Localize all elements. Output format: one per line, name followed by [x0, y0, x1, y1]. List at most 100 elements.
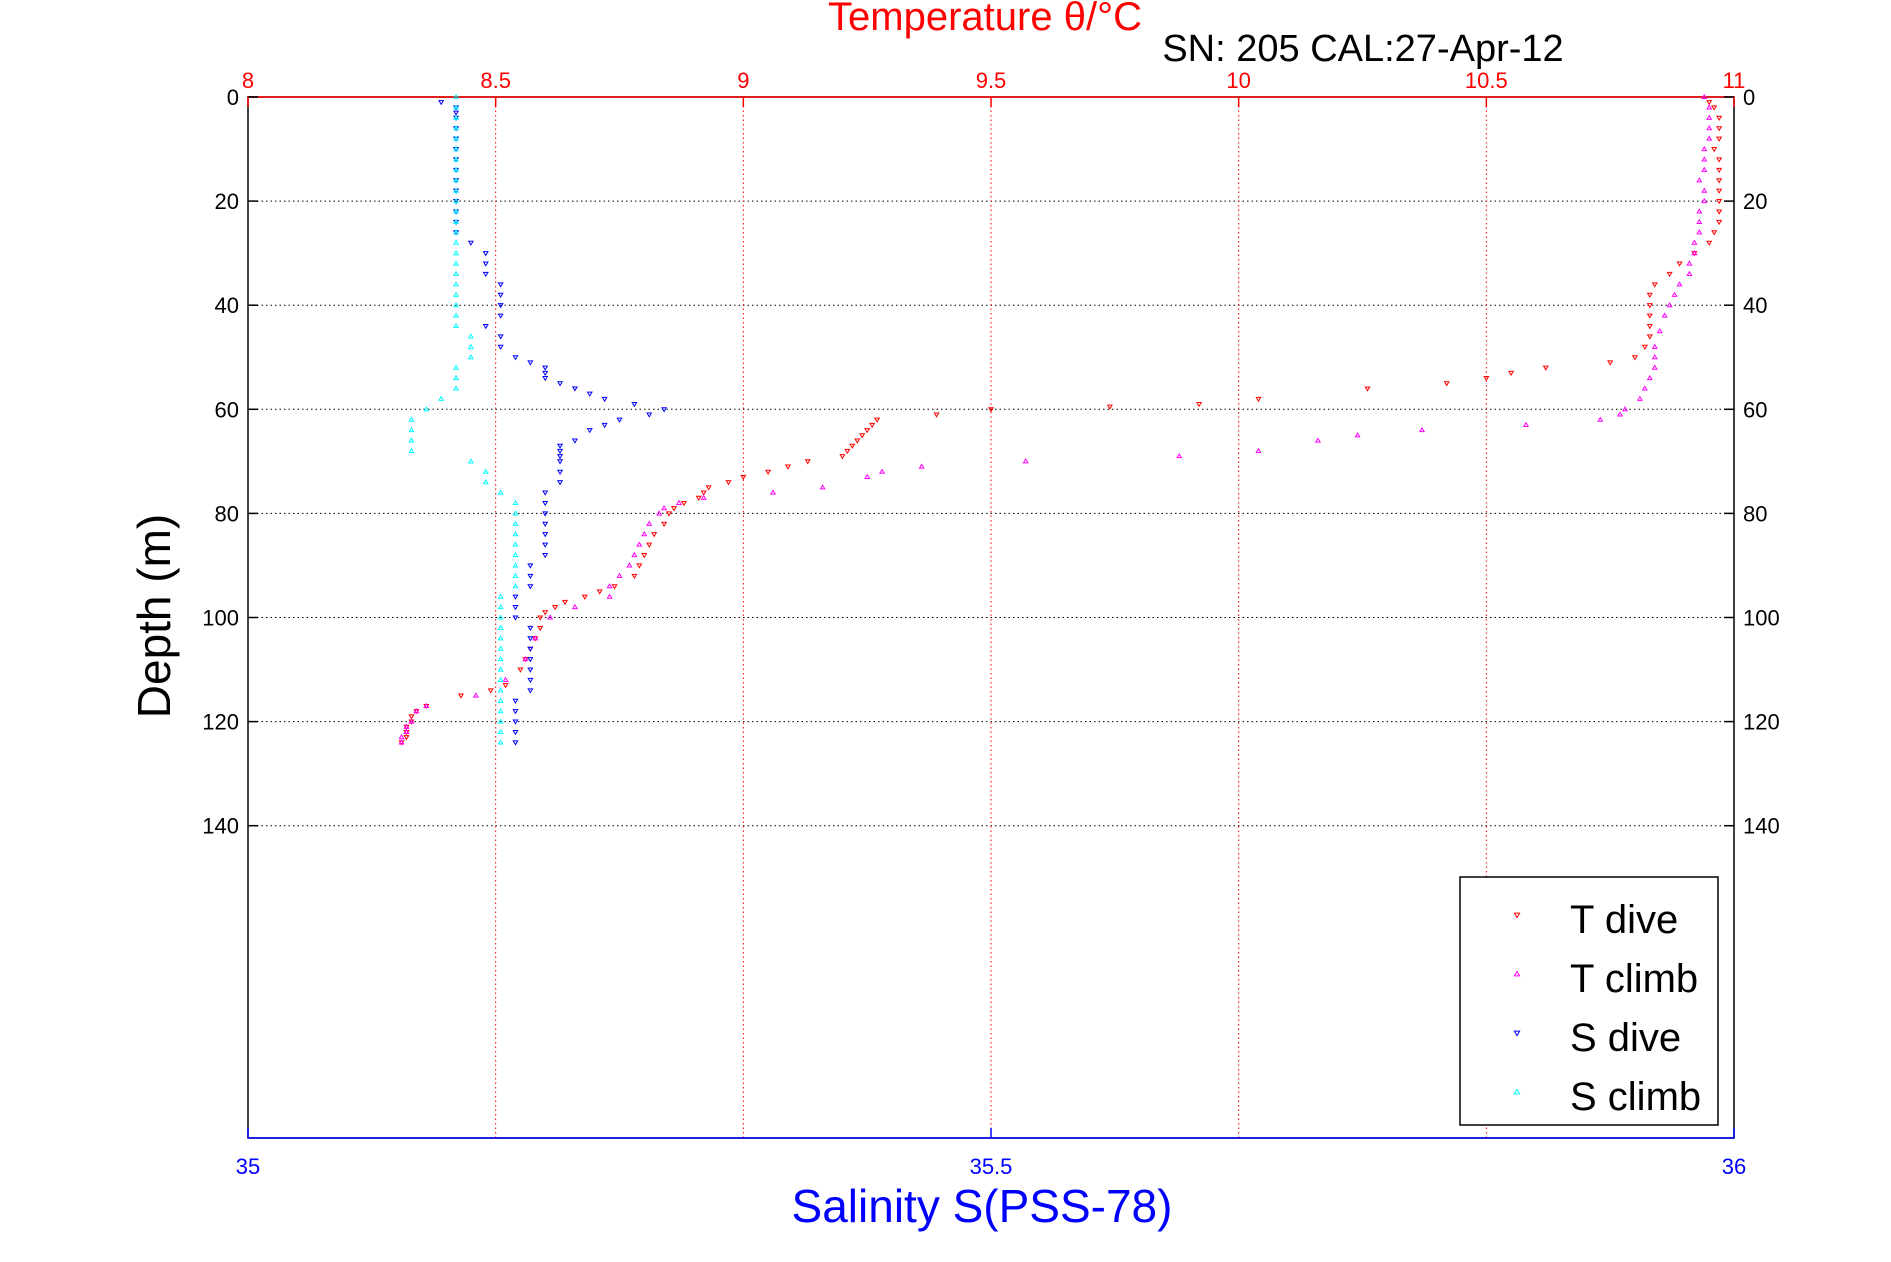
- data-point: [804, 459, 811, 465]
- data-point: [596, 589, 603, 595]
- chart-subtitle: SN: 205 CAL:27-Apr-12: [1162, 28, 1563, 70]
- data-point: [1711, 105, 1718, 111]
- data-point: [626, 562, 633, 568]
- data-point: [636, 563, 643, 569]
- data-point: [680, 500, 687, 507]
- data-point: [452, 385, 460, 391]
- data-point: [646, 412, 653, 418]
- data-point: [512, 541, 519, 547]
- data-point: [512, 709, 519, 715]
- data-point: [1621, 406, 1629, 412]
- data-point: [556, 448, 564, 455]
- data-point: [542, 490, 549, 496]
- data-point: [1716, 136, 1723, 142]
- data-point: [1696, 229, 1703, 235]
- data-point: [646, 520, 653, 526]
- data-point: [502, 676, 509, 682]
- y-tick-label-right: 40: [1743, 293, 1767, 318]
- data-point: [1701, 145, 1708, 152]
- y-tick-label-left: 40: [215, 293, 239, 318]
- legend-label: S dive: [1570, 1016, 1681, 1060]
- data-point: [556, 443, 564, 449]
- x-bottom-tick-label: 36: [1722, 1154, 1746, 1179]
- data-point: [482, 261, 489, 267]
- data-point: [457, 693, 465, 699]
- x-top-tick-label: 10.5: [1465, 68, 1508, 93]
- data-point: [527, 677, 534, 684]
- series-s-climb: [408, 93, 519, 745]
- data-point: [571, 438, 578, 444]
- y-tick-label-right: 20: [1743, 189, 1767, 214]
- data-point: [1696, 177, 1703, 183]
- data-point: [537, 615, 544, 621]
- data-point: [532, 635, 539, 641]
- legend: T dive T climb S dive S climb: [1459, 876, 1719, 1126]
- data-point: [403, 728, 410, 735]
- data-point: [844, 448, 851, 455]
- data-point: [651, 532, 658, 538]
- data-point: [1676, 281, 1683, 287]
- data-point: [987, 407, 995, 413]
- data-point: [542, 553, 549, 559]
- data-point: [661, 505, 668, 511]
- data-point: [611, 584, 618, 590]
- data-point: [452, 270, 460, 277]
- data-point: [542, 376, 549, 382]
- x-bottom-tick-label: 35: [236, 1154, 260, 1179]
- y-tick-label-left: 0: [227, 85, 239, 110]
- data-point: [631, 551, 638, 558]
- data-point: [556, 480, 564, 486]
- data-point: [497, 676, 504, 682]
- data-point: [497, 645, 504, 651]
- data-point: [631, 402, 638, 408]
- data-point: [561, 599, 569, 606]
- data-point: [1636, 395, 1643, 401]
- data-point: [482, 251, 489, 257]
- data-point: [556, 459, 564, 465]
- data-point: [512, 729, 519, 736]
- data-point: [1716, 188, 1723, 194]
- data-point: [1716, 157, 1723, 163]
- data-point: [527, 667, 534, 673]
- data-point: [1656, 328, 1663, 334]
- data-point: [497, 489, 504, 495]
- data-point: [1195, 402, 1203, 408]
- data-point: [631, 573, 638, 580]
- data-point: [497, 697, 504, 703]
- y-tick-label-left: 60: [215, 397, 239, 422]
- data-point: [482, 468, 489, 474]
- data-point: [512, 698, 519, 704]
- data-point: [438, 395, 445, 401]
- data-point: [586, 391, 593, 397]
- data-point: [452, 218, 460, 224]
- data-point: [527, 563, 534, 569]
- data-point: [878, 468, 886, 474]
- data-point: [1646, 292, 1653, 298]
- data-point: [452, 135, 460, 141]
- data-point: [408, 714, 415, 720]
- x-bottom-tick-label: 35.5: [970, 1154, 1013, 1179]
- data-point: [1716, 178, 1723, 184]
- data-point: [467, 240, 474, 246]
- data-point: [408, 437, 415, 443]
- data-point: [497, 292, 504, 298]
- data-point: [542, 511, 549, 517]
- data-point: [1701, 187, 1708, 193]
- data-point: [497, 593, 504, 599]
- data-point: [527, 625, 534, 632]
- data-point: [1631, 355, 1639, 361]
- data-point: [1607, 360, 1614, 366]
- data-point: [542, 610, 549, 616]
- data-point: [1176, 452, 1183, 459]
- legend-marker: [1513, 1088, 1521, 1095]
- data-point: [606, 583, 613, 589]
- data-point: [765, 469, 772, 475]
- data-point: [403, 735, 410, 741]
- data-point: [423, 702, 430, 709]
- data-point: [512, 594, 519, 600]
- data-point: [1686, 260, 1693, 266]
- y-tick-label-right: 0: [1743, 85, 1755, 110]
- data-point: [472, 692, 479, 698]
- data-point: [497, 708, 504, 714]
- data-point: [497, 635, 504, 641]
